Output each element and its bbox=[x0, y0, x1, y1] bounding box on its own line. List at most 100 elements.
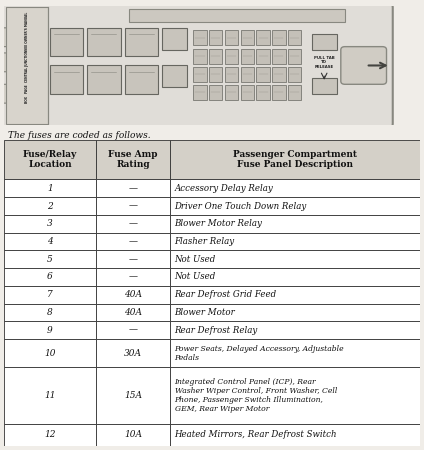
Bar bbox=[50, 28, 83, 56]
Text: 2: 2 bbox=[47, 202, 53, 211]
Text: 1: 1 bbox=[47, 184, 53, 193]
Bar bbox=[96, 339, 170, 368]
Bar bbox=[225, 67, 238, 82]
Bar bbox=[4, 250, 96, 268]
Bar bbox=[257, 85, 270, 100]
Text: —: — bbox=[128, 273, 137, 282]
Bar bbox=[312, 34, 337, 50]
Bar bbox=[288, 30, 301, 45]
Bar bbox=[4, 339, 96, 368]
Bar bbox=[170, 304, 420, 321]
Text: —: — bbox=[128, 202, 137, 211]
Text: Integrated Control Panel (ICP), Rear
Washer Wiper Control, Front Washer, Cell
Ph: Integrated Control Panel (ICP), Rear Was… bbox=[175, 378, 337, 413]
Text: 10: 10 bbox=[44, 349, 56, 358]
Bar bbox=[241, 30, 254, 45]
Text: 5: 5 bbox=[47, 255, 53, 264]
Bar bbox=[96, 197, 170, 215]
Text: Accessory Delay Relay: Accessory Delay Relay bbox=[175, 184, 273, 193]
Bar bbox=[96, 424, 170, 446]
Text: Blower Motor Relay: Blower Motor Relay bbox=[175, 219, 262, 228]
Bar bbox=[170, 140, 420, 180]
Bar bbox=[87, 28, 120, 56]
Bar bbox=[4, 286, 96, 304]
Text: 12: 12 bbox=[44, 430, 56, 439]
Bar bbox=[312, 78, 337, 94]
Text: SEE OWNER'S MANUAL: SEE OWNER'S MANUAL bbox=[25, 12, 29, 50]
FancyBboxPatch shape bbox=[0, 84, 11, 103]
Text: PULL TAB
TO
RELEASE: PULL TAB TO RELEASE bbox=[314, 56, 335, 69]
Bar bbox=[96, 180, 170, 197]
Bar bbox=[257, 67, 270, 82]
Bar bbox=[241, 49, 254, 63]
Text: 7: 7 bbox=[47, 290, 53, 299]
Bar bbox=[96, 140, 170, 180]
Bar bbox=[257, 30, 270, 45]
Bar bbox=[4, 215, 96, 233]
Bar bbox=[193, 49, 206, 63]
Text: 40A: 40A bbox=[124, 290, 142, 299]
Text: Passenger Compartment
Fuse Panel Description: Passenger Compartment Fuse Panel Descrip… bbox=[233, 150, 357, 170]
Bar bbox=[288, 67, 301, 82]
Bar bbox=[96, 233, 170, 250]
Bar bbox=[96, 268, 170, 286]
Bar bbox=[96, 368, 170, 424]
Text: Blower Motor: Blower Motor bbox=[175, 308, 235, 317]
Text: The fuses are coded as follows.: The fuses are coded as follows. bbox=[8, 130, 151, 140]
Bar bbox=[170, 233, 420, 250]
Text: —: — bbox=[128, 219, 137, 228]
Text: 10A: 10A bbox=[124, 430, 142, 439]
Bar bbox=[241, 85, 254, 100]
Bar bbox=[87, 66, 120, 94]
Bar bbox=[170, 286, 420, 304]
Bar bbox=[170, 321, 420, 339]
Text: 3: 3 bbox=[47, 219, 53, 228]
Bar bbox=[209, 30, 222, 45]
Text: Not Used: Not Used bbox=[175, 273, 216, 282]
Bar bbox=[4, 304, 96, 321]
Bar bbox=[4, 197, 96, 215]
Bar bbox=[96, 286, 170, 304]
Text: Flasher Relay: Flasher Relay bbox=[175, 237, 235, 246]
Bar bbox=[170, 180, 420, 197]
Bar bbox=[170, 339, 420, 368]
FancyBboxPatch shape bbox=[0, 1, 393, 130]
Bar bbox=[272, 85, 285, 100]
Bar bbox=[96, 250, 170, 268]
Text: Power Seats, Delayed Accessory, Adjustable
Pedals: Power Seats, Delayed Accessory, Adjustab… bbox=[175, 345, 344, 362]
FancyBboxPatch shape bbox=[341, 47, 387, 84]
FancyBboxPatch shape bbox=[0, 28, 11, 47]
Text: —: — bbox=[128, 255, 137, 264]
Text: 9: 9 bbox=[47, 326, 53, 335]
Bar bbox=[162, 66, 187, 87]
Bar bbox=[225, 30, 238, 45]
Bar bbox=[162, 28, 187, 50]
Bar bbox=[4, 368, 96, 424]
Text: 6: 6 bbox=[47, 273, 53, 282]
Bar bbox=[288, 49, 301, 63]
Text: —: — bbox=[128, 326, 137, 335]
Text: CENTRAL JUNCTION: CENTRAL JUNCTION bbox=[25, 50, 29, 81]
Text: 4: 4 bbox=[47, 237, 53, 246]
Bar bbox=[170, 197, 420, 215]
Text: Not Used: Not Used bbox=[175, 255, 216, 264]
Text: Driver One Touch Down Relay: Driver One Touch Down Relay bbox=[175, 202, 307, 211]
Text: Heated Mirrors, Rear Defrost Switch: Heated Mirrors, Rear Defrost Switch bbox=[175, 430, 337, 439]
Bar bbox=[96, 215, 170, 233]
Bar bbox=[50, 66, 83, 94]
Text: —: — bbox=[128, 237, 137, 246]
Text: 8: 8 bbox=[47, 308, 53, 317]
Text: —: — bbox=[128, 184, 137, 193]
Text: 30A: 30A bbox=[124, 349, 142, 358]
Bar bbox=[193, 67, 206, 82]
Bar bbox=[96, 321, 170, 339]
Bar bbox=[125, 66, 158, 94]
Bar bbox=[125, 28, 158, 56]
Bar bbox=[170, 268, 420, 286]
Bar bbox=[272, 67, 285, 82]
Bar bbox=[241, 67, 254, 82]
Bar bbox=[96, 304, 170, 321]
Bar bbox=[209, 49, 222, 63]
Bar bbox=[4, 233, 96, 250]
Bar bbox=[4, 180, 96, 197]
Bar bbox=[257, 49, 270, 63]
